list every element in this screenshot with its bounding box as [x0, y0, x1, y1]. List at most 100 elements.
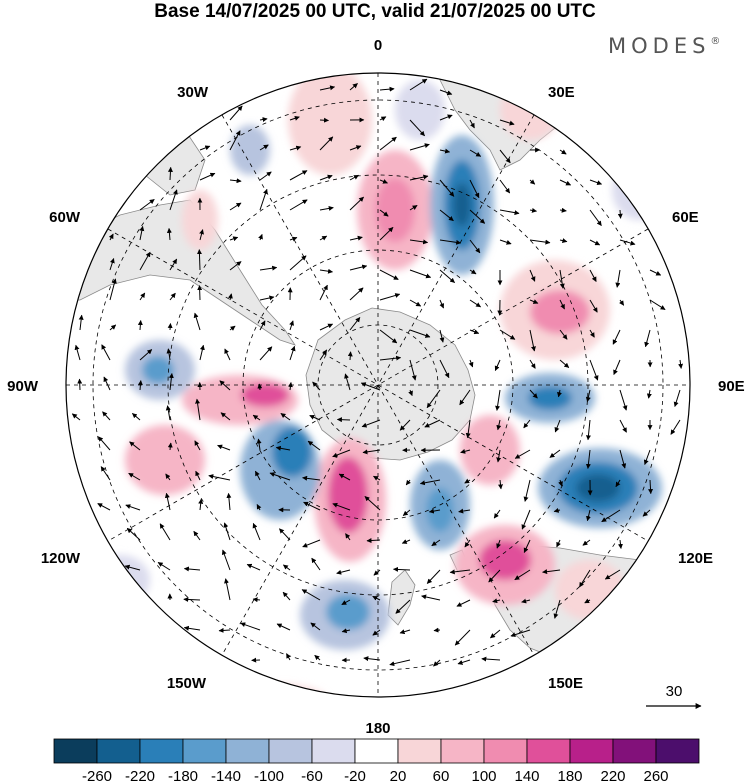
wind-arrow: [529, 359, 536, 369]
wind-arrow: [259, 188, 268, 211]
wind-arrow: [102, 411, 111, 421]
wind-arrow: [449, 569, 471, 575]
wind-arrow: [399, 419, 411, 431]
wind-arrow: [103, 376, 111, 391]
wind-arrow: [424, 419, 441, 428]
lon-label-90e: 90E: [718, 378, 745, 395]
colorbar-tick-label: 220: [600, 768, 625, 783]
wind-arrow: [169, 258, 178, 271]
wind-arrow: [282, 591, 291, 601]
anomaly-blob: [528, 386, 572, 410]
wind-arrow: [183, 596, 201, 602]
wind-arrow: [109, 324, 117, 331]
wind-arrow: [167, 323, 173, 331]
wind-arrow: [252, 597, 261, 603]
wind-arrow: [490, 629, 501, 639]
anomaly-blob: [182, 190, 218, 250]
wind-arrow: [649, 299, 666, 311]
wind-arrow: [619, 419, 627, 433]
anomaly-blob: [241, 383, 289, 407]
wind-arrow: [469, 179, 480, 199]
wind-arrow: [338, 473, 351, 481]
wind-arrow: [493, 509, 501, 519]
wind-arrow: [332, 502, 351, 511]
wind-arrow: [257, 383, 263, 391]
wind-arrow: [221, 549, 231, 571]
wind-arrow: [439, 299, 445, 309]
anomaly-blob: [453, 183, 471, 227]
wind-arrow: [349, 174, 359, 181]
wind-arrow: [269, 472, 291, 481]
wind-arrow: [559, 299, 565, 310]
wind-arrow: [549, 449, 561, 458]
wind-arrow: [529, 299, 539, 304]
wind-arrow: [499, 179, 511, 194]
wind-arrow: [379, 329, 398, 344]
anomaly-blob: [576, 474, 620, 502]
wind-arrow: [252, 414, 261, 421]
wind-arrow: [469, 149, 482, 157]
wind-arrow: [644, 329, 651, 348]
wind-arrow: [128, 472, 141, 481]
reference-vector-label: 30: [666, 683, 683, 700]
wind-arrow: [558, 479, 563, 487]
wind-arrow: [169, 189, 178, 211]
wind-arrow: [372, 629, 381, 636]
wind-arrow: [379, 86, 395, 92]
wind-arrow: [495, 389, 501, 411]
wind-arrow: [319, 349, 328, 361]
wind-arrow: [617, 209, 623, 219]
wind-arrow: [169, 292, 176, 301]
colorbar-tick-label: -60: [301, 768, 323, 783]
colorbar-swatch: [311, 738, 356, 764]
wind-arrow: [286, 653, 291, 661]
wind-arrow: [280, 412, 291, 421]
modes-logo: MODES®: [608, 34, 720, 58]
wind-arrow: [289, 115, 300, 121]
wind-arrow: [229, 261, 242, 271]
wind-arrow: [498, 479, 503, 490]
wind-arrow: [289, 236, 298, 242]
wind-arrow: [349, 317, 361, 331]
wind-arrow: [319, 136, 334, 151]
wind-arrow: [167, 442, 173, 451]
wind-arrow: [199, 229, 204, 241]
wind-arrow: [77, 378, 83, 391]
wind-arrow: [529, 207, 537, 213]
wind-arrow: [643, 449, 651, 465]
wind-arrow: [395, 599, 411, 614]
wind-arrow: [559, 207, 567, 213]
wind-arrow: [379, 136, 397, 151]
wind-arrow: [71, 413, 81, 421]
wind-arrow: [585, 389, 591, 403]
wind-arrow: [311, 557, 321, 571]
wind-arrow: [496, 539, 501, 549]
wind-arrow: [426, 569, 441, 584]
wind-arrow: [361, 419, 381, 428]
wind-arrow: [220, 412, 231, 421]
wind-arrow: [523, 479, 531, 502]
anomaly-blob: [90, 555, 150, 605]
wind-arrow: [319, 268, 333, 274]
colorbar-swatch: [483, 738, 528, 764]
wind-arrow: [341, 628, 351, 634]
wind-arrow: [345, 533, 351, 541]
wind-arrow: [469, 329, 480, 335]
wind-arrow: [439, 89, 453, 96]
wind-arrow: [229, 130, 241, 151]
lon-label-90w: 90W: [7, 378, 39, 395]
wind-arrow: [648, 479, 654, 495]
wind-arrow: [208, 474, 231, 481]
colorbar-swatch: [397, 738, 442, 764]
colorbar-swatch: [139, 738, 184, 764]
colorbar: -260 -220 -180 -140 -100 -60 -20 20 60 100 140 180 2…: [53, 738, 700, 783]
wind-arrow: [166, 227, 172, 241]
wind-arrow: [254, 470, 261, 481]
lon-label-150e: 150E: [548, 675, 583, 692]
wind-arrow: [499, 209, 520, 216]
wind-arrow: [553, 599, 561, 619]
wind-arrow: [499, 239, 512, 245]
colorbar-tick-label: -260: [82, 768, 112, 783]
wind-arrow: [168, 373, 174, 391]
wind-arrow: [542, 569, 561, 575]
